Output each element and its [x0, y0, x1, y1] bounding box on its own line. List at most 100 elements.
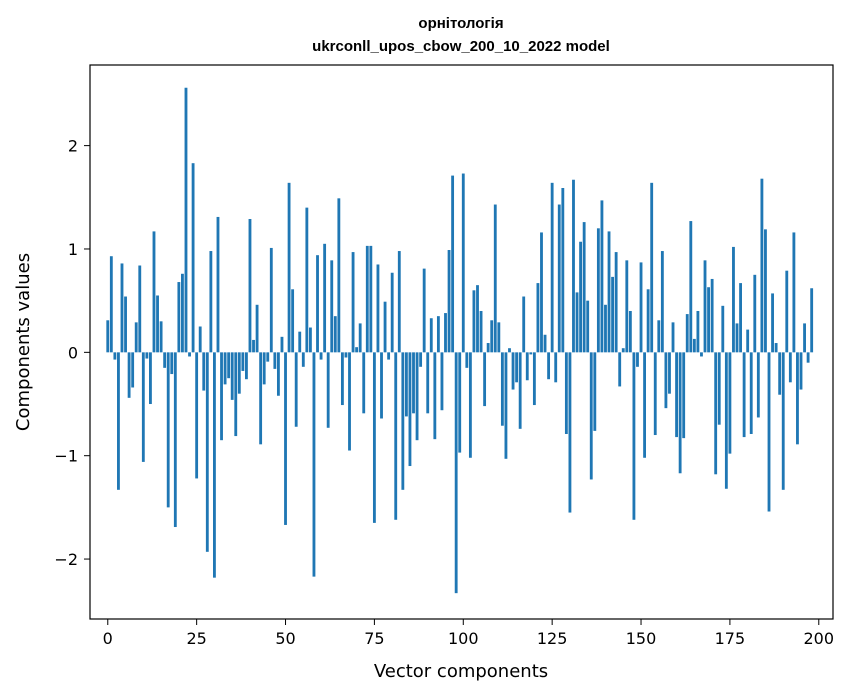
bar [241, 352, 245, 371]
bar [540, 232, 543, 353]
bar [774, 343, 778, 353]
bar [703, 260, 707, 353]
bar [255, 304, 259, 353]
bar [600, 200, 604, 353]
plot-frame [89, 64, 834, 620]
bar [358, 323, 362, 353]
bar [739, 283, 742, 353]
bar [572, 179, 575, 353]
bar [689, 221, 693, 353]
bar [486, 343, 490, 353]
bar [806, 352, 810, 363]
bar [390, 272, 394, 353]
y-tick-label: 0 [68, 343, 78, 362]
bar [525, 352, 529, 381]
bar [682, 352, 686, 439]
bar [451, 175, 455, 353]
bar [671, 322, 675, 353]
bar [756, 352, 760, 418]
bar [223, 352, 227, 385]
bar [785, 270, 789, 353]
x-tick-label: 200 [804, 629, 835, 648]
bar [803, 323, 806, 353]
bar [636, 352, 639, 367]
bar [173, 352, 177, 528]
bar [664, 352, 668, 409]
bar [561, 188, 565, 353]
bar [319, 352, 323, 360]
x-tick-label: 25 [186, 629, 206, 648]
x-axis-label: Vector components [374, 661, 548, 682]
bar [426, 352, 430, 414]
bar [138, 265, 142, 353]
bar [586, 300, 590, 353]
x-tick-label: 175 [715, 629, 746, 648]
bar [742, 352, 746, 438]
bar [163, 352, 167, 368]
bar [753, 274, 757, 353]
bar [308, 327, 312, 353]
bar [529, 352, 533, 355]
bar [440, 352, 444, 411]
bar [252, 339, 255, 353]
bar [781, 352, 785, 490]
bar [195, 352, 199, 479]
bar [625, 260, 629, 353]
bar [191, 163, 195, 353]
bar [348, 352, 351, 451]
y-tick-label: −2 [54, 550, 78, 569]
bar [170, 352, 174, 375]
y-tick-label: 1 [68, 240, 78, 259]
bar [657, 320, 661, 353]
bar [707, 287, 710, 353]
bar [433, 352, 437, 440]
bar [522, 296, 526, 353]
bar [127, 352, 131, 398]
bar [788, 352, 792, 383]
bar [650, 182, 654, 353]
bar [472, 290, 476, 353]
bar [276, 352, 280, 396]
bar [301, 352, 305, 367]
bar [678, 352, 682, 474]
bar [177, 282, 181, 353]
bar [259, 352, 263, 445]
bar [639, 262, 643, 353]
bar [109, 256, 113, 353]
bar [532, 352, 536, 406]
bar [145, 352, 149, 359]
bar [497, 322, 501, 353]
bar [476, 285, 479, 353]
x-tick-label: 0 [103, 629, 113, 648]
bar [326, 352, 330, 428]
bar [365, 245, 369, 353]
bar [500, 352, 504, 426]
bar [746, 329, 750, 353]
bar [312, 352, 316, 577]
bar [536, 283, 540, 353]
bar [614, 252, 618, 353]
bar [596, 228, 600, 353]
bar [547, 352, 551, 380]
bar [117, 352, 120, 490]
bar [436, 316, 440, 353]
y-axis-ticks: −2 −1 0 1 2 [54, 137, 90, 569]
bar [330, 260, 334, 353]
bar [351, 252, 355, 353]
x-tick-label: 125 [537, 629, 568, 648]
bar [493, 204, 497, 353]
bar [415, 352, 419, 441]
bar [376, 264, 380, 353]
bar [700, 352, 703, 357]
bar [564, 352, 568, 434]
x-tick-label: 50 [275, 629, 295, 648]
bar [696, 310, 700, 353]
bar [796, 352, 799, 445]
bar [557, 204, 561, 353]
x-tick-label: 150 [626, 629, 657, 648]
bar [337, 198, 341, 353]
x-tick-label: 75 [364, 629, 384, 648]
bar [344, 352, 348, 358]
bar [266, 352, 270, 362]
bar [767, 352, 771, 512]
